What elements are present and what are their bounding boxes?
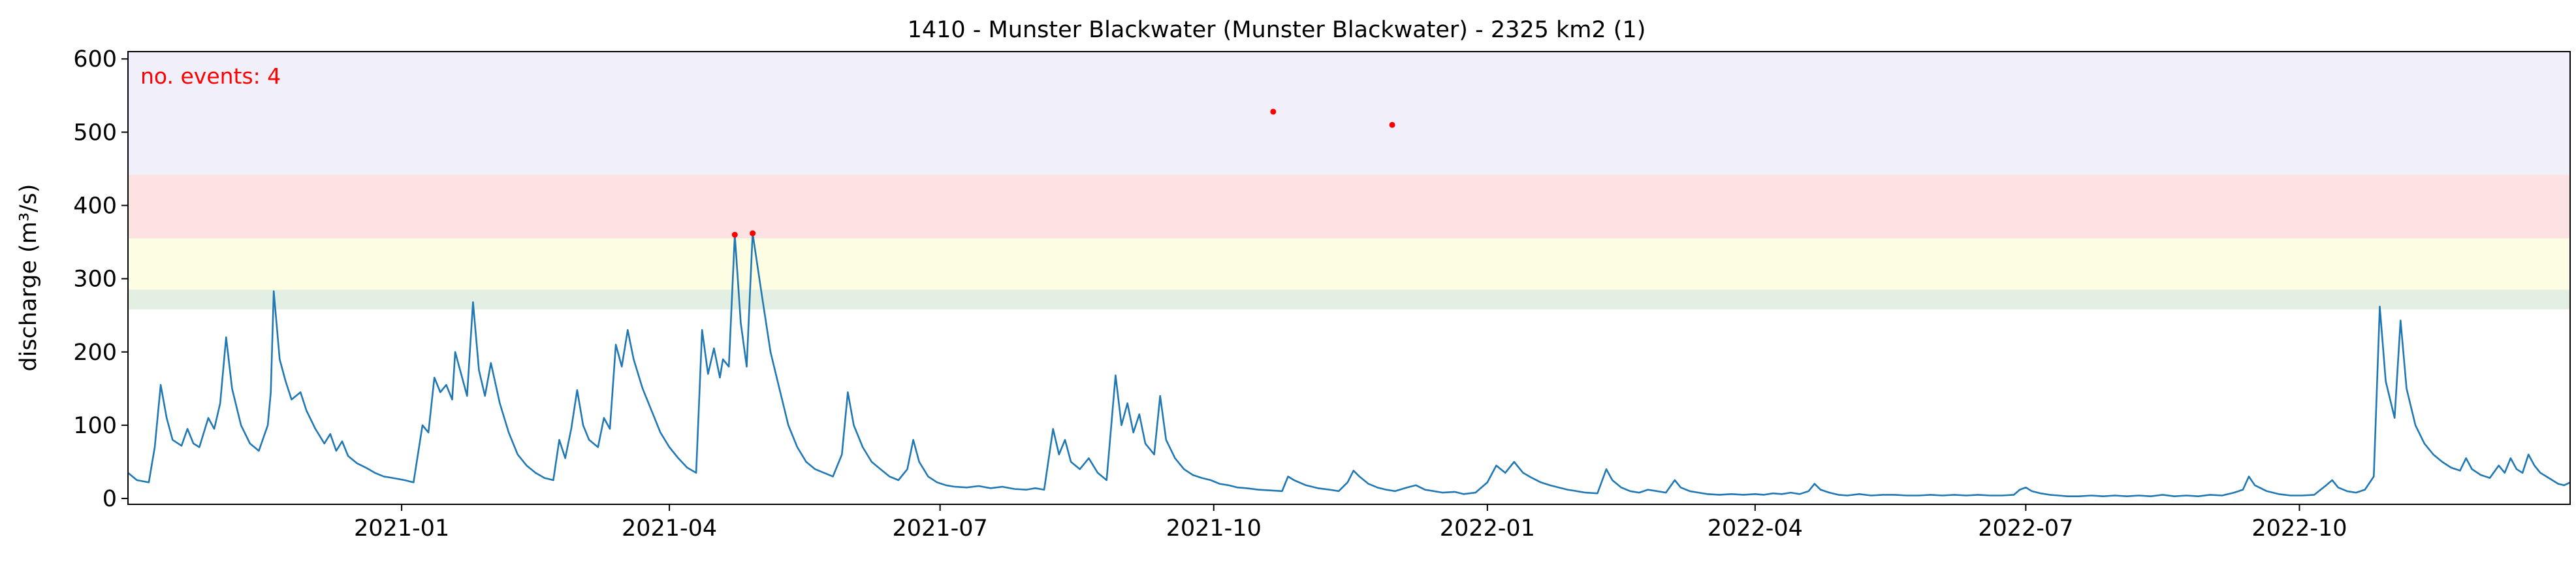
x-tick-label-7: 2022-07: [1978, 515, 2073, 542]
y-tick-label-1: 0: [103, 486, 117, 512]
y-axis: 0 100 200 300 400 500 600: [73, 46, 128, 512]
discharge-series-line: [127, 232, 2571, 498]
series-layer: [127, 232, 2571, 498]
y-tick-label-4: 300: [73, 267, 117, 293]
x-tick-label-6: 2022-04: [1708, 515, 1803, 542]
chart-title: 1410 - Munster Blackwater (Munster Black…: [908, 17, 1646, 43]
threshold-band-4: [128, 52, 2570, 175]
y-tick-label-3: 200: [73, 340, 117, 366]
event-markers: [731, 108, 1395, 238]
x-tick-label-1: 2021-01: [354, 515, 449, 542]
threshold-band-2: [128, 238, 2570, 290]
event-marker-2: [750, 230, 756, 236]
event-marker-1: [731, 231, 738, 238]
threshold-band-3: [128, 174, 2570, 238]
x-tick-label-2: 2021-04: [622, 515, 717, 542]
y-tick-label-5: 400: [73, 193, 117, 219]
y-tick-label-7: 600: [73, 46, 117, 73]
x-axis: 2021-01 2021-04 2021-07 2021-10 2022-01 2022-…: [354, 504, 2347, 542]
x-tick-label-5: 2022-01: [1440, 515, 1535, 542]
x-tick-label-3: 2021-07: [893, 515, 988, 542]
y-axis-label: discharge (m³/s): [16, 184, 42, 371]
x-tick-label-8: 2022-10: [2251, 515, 2347, 542]
event-marker-4: [1389, 122, 1395, 128]
plot-frame: [127, 51, 2571, 505]
threshold-bands: [128, 52, 2570, 310]
event-marker-3: [1270, 108, 1277, 115]
threshold-band-1: [128, 289, 2570, 310]
y-tick-label-2: 100: [73, 413, 117, 439]
y-tick-label-6: 500: [73, 120, 117, 146]
event-count-annotation: no. events: 4: [140, 63, 281, 89]
x-tick-label-4: 2021-10: [1166, 515, 1262, 542]
